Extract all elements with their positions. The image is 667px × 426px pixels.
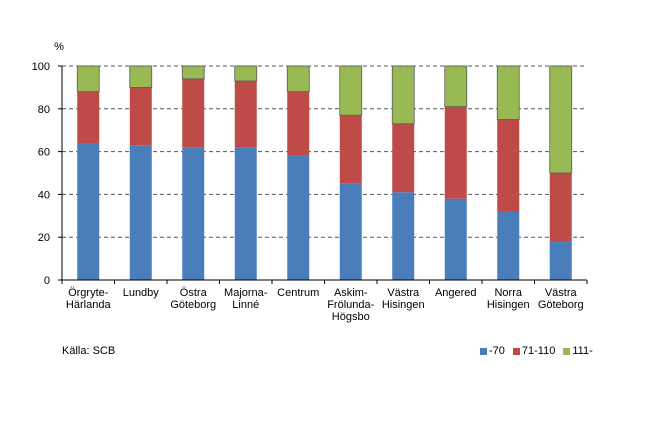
bar-segment xyxy=(286,65,310,93)
x-tick-label: Askim-Frölunda-Högsbo xyxy=(327,287,374,323)
legend-item: -70 xyxy=(480,345,505,357)
x-tick-label-line: Västra xyxy=(387,287,420,299)
bar-segment xyxy=(339,115,362,184)
x-tick-label: Västra Göteborg xyxy=(538,287,584,311)
x-tick-label: Östra Göteborg xyxy=(170,287,216,311)
legend-label: 111- xyxy=(572,345,593,357)
x-tick-label-line: Hisingen xyxy=(382,299,425,311)
x-tick-label: Lundby xyxy=(123,287,160,299)
x-tick-label: Västra Hisingen xyxy=(382,287,425,311)
y-tick-label: 40 xyxy=(38,189,50,201)
y-tick-label: 0 xyxy=(44,275,50,287)
bar-segment xyxy=(234,65,258,82)
bar-segment xyxy=(77,143,100,280)
bar-segment xyxy=(444,65,468,108)
x-tick-label-line: Norra xyxy=(494,287,522,299)
bar-segment xyxy=(339,183,362,280)
bar-segment xyxy=(444,106,467,199)
x-tick-label: Centrum xyxy=(277,287,319,299)
legend-swatch xyxy=(512,347,520,355)
legend-item: 71-110 xyxy=(512,345,556,357)
bar-segment xyxy=(339,65,363,116)
bar-segment xyxy=(549,173,572,242)
bar-segment xyxy=(287,91,310,156)
x-tick-label-line: Frölunda- xyxy=(327,299,374,311)
x-tick-label-line: Majorna- xyxy=(224,287,268,299)
bar-segment xyxy=(392,123,415,193)
bar-segment xyxy=(76,65,100,93)
bar-segment xyxy=(549,65,573,174)
bar-segment xyxy=(497,119,520,212)
x-tick-label-line: Högsbo xyxy=(332,311,370,323)
x-tick-label: Örgryte-Härlanda xyxy=(66,287,112,311)
x-tick-label-line: Västra xyxy=(545,287,578,299)
x-tick-label-line: Östra xyxy=(180,287,208,299)
bar-segment xyxy=(234,80,257,148)
legend-swatch xyxy=(480,347,487,355)
bar-segment xyxy=(549,241,572,280)
bar-segment xyxy=(129,65,153,88)
x-tick-label-line: Göteborg xyxy=(538,299,584,311)
bar-segment xyxy=(182,147,205,280)
x-tick-label-line: Lundby xyxy=(123,287,160,299)
source-note: Källa: SCB xyxy=(62,345,116,357)
x-tick-label: Norra Hisingen xyxy=(487,287,530,311)
bar-segment xyxy=(497,211,520,280)
bar-segment xyxy=(392,192,415,280)
x-tick-label-line: Centrum xyxy=(277,287,319,299)
bar-segment xyxy=(129,87,152,146)
x-tick-label-line: Hisingen xyxy=(487,299,530,311)
x-tick-label-line: Göteborg xyxy=(170,299,216,311)
x-tick-label: Majorna-Linné xyxy=(224,287,268,311)
bar-segment xyxy=(181,65,205,80)
x-tick-label-line: Angered xyxy=(435,287,477,299)
bar-segment xyxy=(496,65,520,120)
y-axis-label: % xyxy=(54,41,64,53)
y-tick-label: 20 xyxy=(38,232,50,244)
x-tick-label-line: Örgryte- xyxy=(68,287,109,299)
legend-label: 71-110 xyxy=(521,345,556,357)
y-tick-label: 80 xyxy=(38,104,50,116)
legend-swatch xyxy=(563,347,571,355)
bar-segment xyxy=(287,155,310,280)
bar-segment xyxy=(391,65,415,125)
x-tick-label-line: Härlanda xyxy=(66,299,112,311)
x-tick-label-line: Askim- xyxy=(334,287,368,299)
bar-segment xyxy=(129,145,152,280)
legend-item: 111- xyxy=(563,345,593,357)
x-tick-label-line: Linné xyxy=(232,299,259,311)
bar-segment xyxy=(182,78,205,148)
y-tick-label: 60 xyxy=(38,147,50,159)
bar-segment xyxy=(77,91,100,144)
bar-segment xyxy=(234,147,257,280)
legend-label: -70 xyxy=(489,345,505,357)
bar-segment xyxy=(444,198,467,280)
y-tick-label: 100 xyxy=(32,61,50,73)
x-tick-label: Angered xyxy=(435,287,477,299)
legend: -70 71-110 111- xyxy=(480,345,593,357)
